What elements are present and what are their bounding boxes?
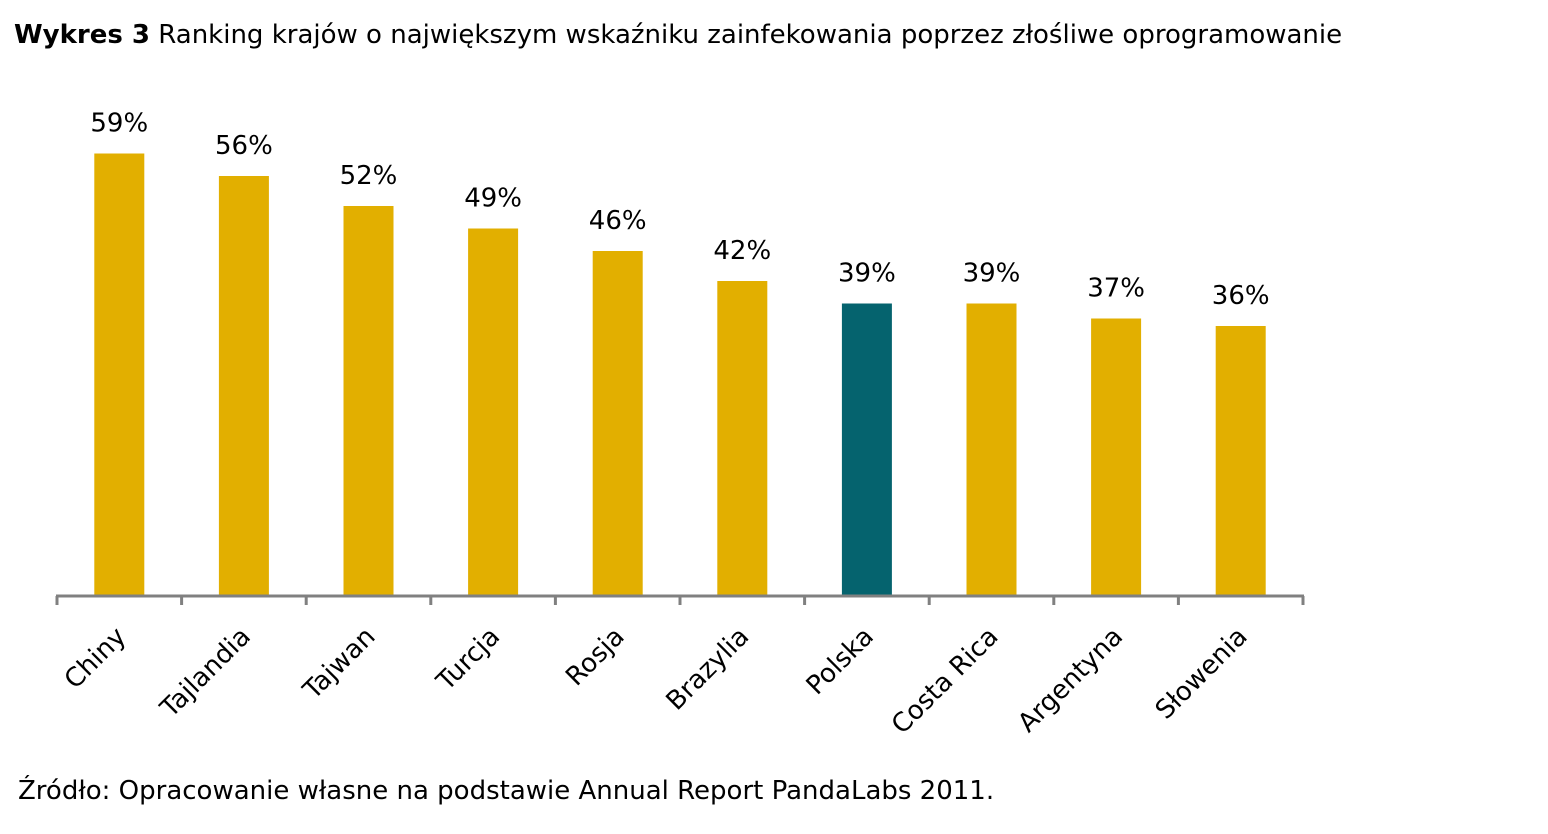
chart-number: Wykres 3: [14, 20, 150, 50]
chart-title: Wykres 3 Ranking krajów o największym ws…: [14, 20, 1342, 50]
bar-turcja: [468, 228, 519, 596]
bar-brazylia: [717, 281, 768, 596]
data-label: 37%: [1087, 274, 1145, 304]
x-tick-label: Argentyna: [1012, 622, 1129, 739]
data-label: 36%: [1212, 281, 1270, 311]
bar-słowenia: [1215, 326, 1266, 596]
bar-chiny: [94, 153, 145, 596]
chart-title-text: Ranking krajów o największym wskaźniku z…: [158, 20, 1343, 50]
source-note: Źródło: Opracowanie własne na podstawie …: [18, 776, 995, 806]
data-label: 56%: [215, 131, 273, 161]
x-tick-label: Rosja: [560, 622, 630, 692]
x-tick-label: Turcja: [430, 622, 506, 698]
x-tick-label: Chiny: [59, 622, 132, 695]
bar-argentyna: [1091, 318, 1142, 596]
x-tick-label: Tajwan: [297, 622, 381, 706]
data-label: 49%: [464, 184, 522, 214]
data-label: 46%: [589, 206, 647, 236]
bar-rosja: [592, 251, 643, 596]
data-label: 39%: [963, 259, 1021, 289]
data-label: 42%: [713, 236, 771, 266]
bar-costa-rica: [966, 303, 1017, 596]
bar-tajwan: [343, 206, 394, 596]
data-label: 39%: [838, 259, 896, 289]
data-label: 59%: [90, 109, 148, 139]
bar-polska: [841, 303, 892, 596]
x-tick-label: Brazylia: [661, 622, 756, 717]
x-tick-label: Tajlandia: [154, 622, 257, 725]
x-tick-label: Słowenia: [1150, 622, 1254, 726]
bar-tajlandia: [218, 176, 269, 596]
x-tick-label: Polska: [801, 622, 880, 701]
data-label: 52%: [340, 161, 398, 191]
x-tick-label: Costa Rica: [886, 622, 1004, 740]
